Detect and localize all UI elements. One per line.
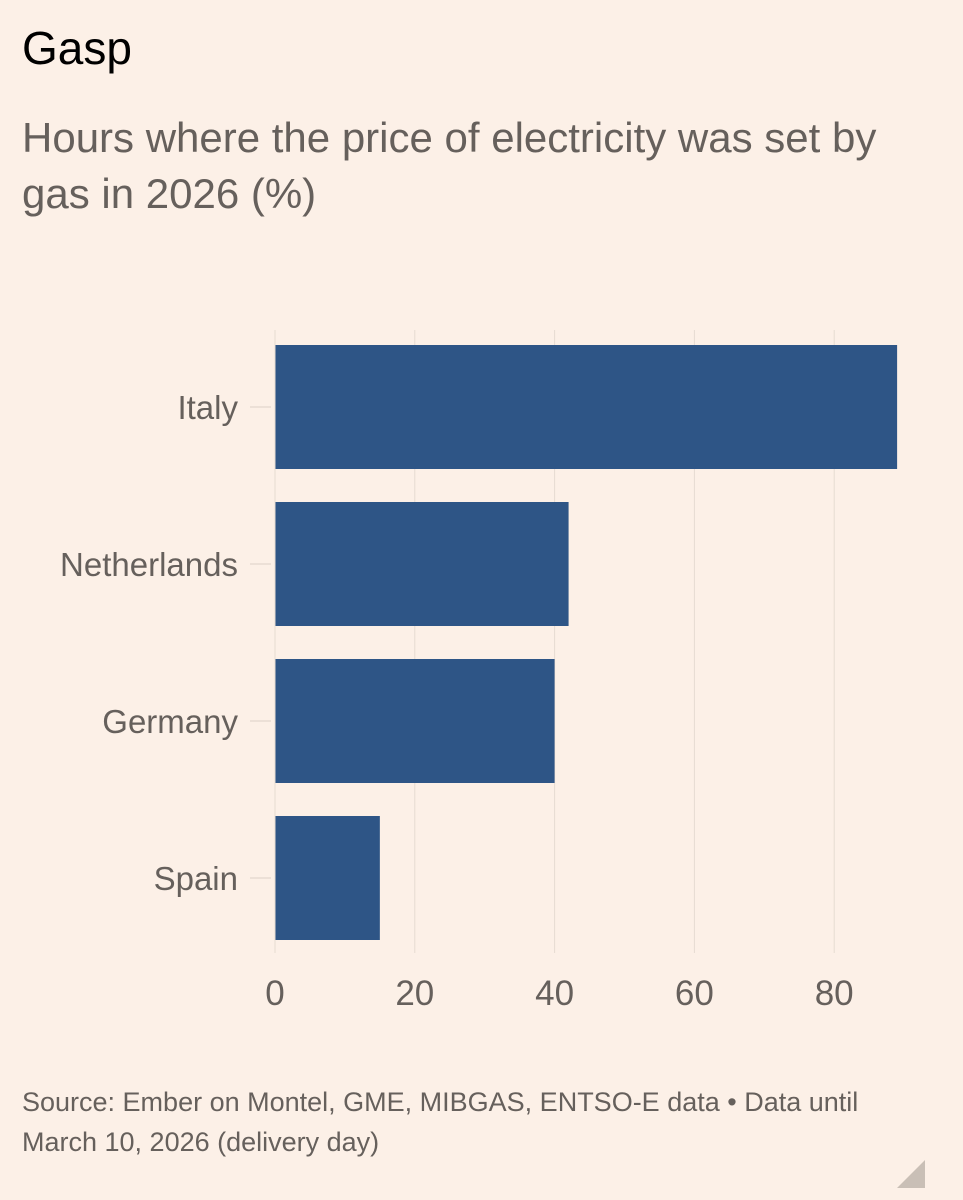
- bar-netherlands: [275, 502, 569, 626]
- category-label-netherlands: Netherlands: [60, 546, 238, 583]
- corner-triangle-icon: [897, 1160, 925, 1188]
- source-note: Source: Ember on Montel, GME, MIBGAS, EN…: [22, 1087, 859, 1157]
- category-label-spain: Spain: [154, 860, 238, 897]
- chart-headline: Gasp: [22, 22, 132, 74]
- bar-spain: [275, 816, 380, 940]
- bar-chart: Italy Netherlands Germany Spain 0 20 40 60 80: [60, 330, 898, 1013]
- category-label-italy: Italy: [177, 389, 238, 426]
- x-tick-label-80: 80: [815, 974, 854, 1013]
- x-tick-label-0: 0: [265, 974, 284, 1013]
- bar-italy: [275, 345, 898, 469]
- bar-germany: [275, 659, 555, 783]
- x-tick-label-60: 60: [675, 974, 714, 1013]
- chart-subtitle: Hours where the price of electricity was…: [22, 114, 877, 217]
- category-label-germany: Germany: [102, 703, 238, 740]
- x-tick-label-20: 20: [395, 974, 434, 1013]
- x-tick-label-40: 40: [535, 974, 574, 1013]
